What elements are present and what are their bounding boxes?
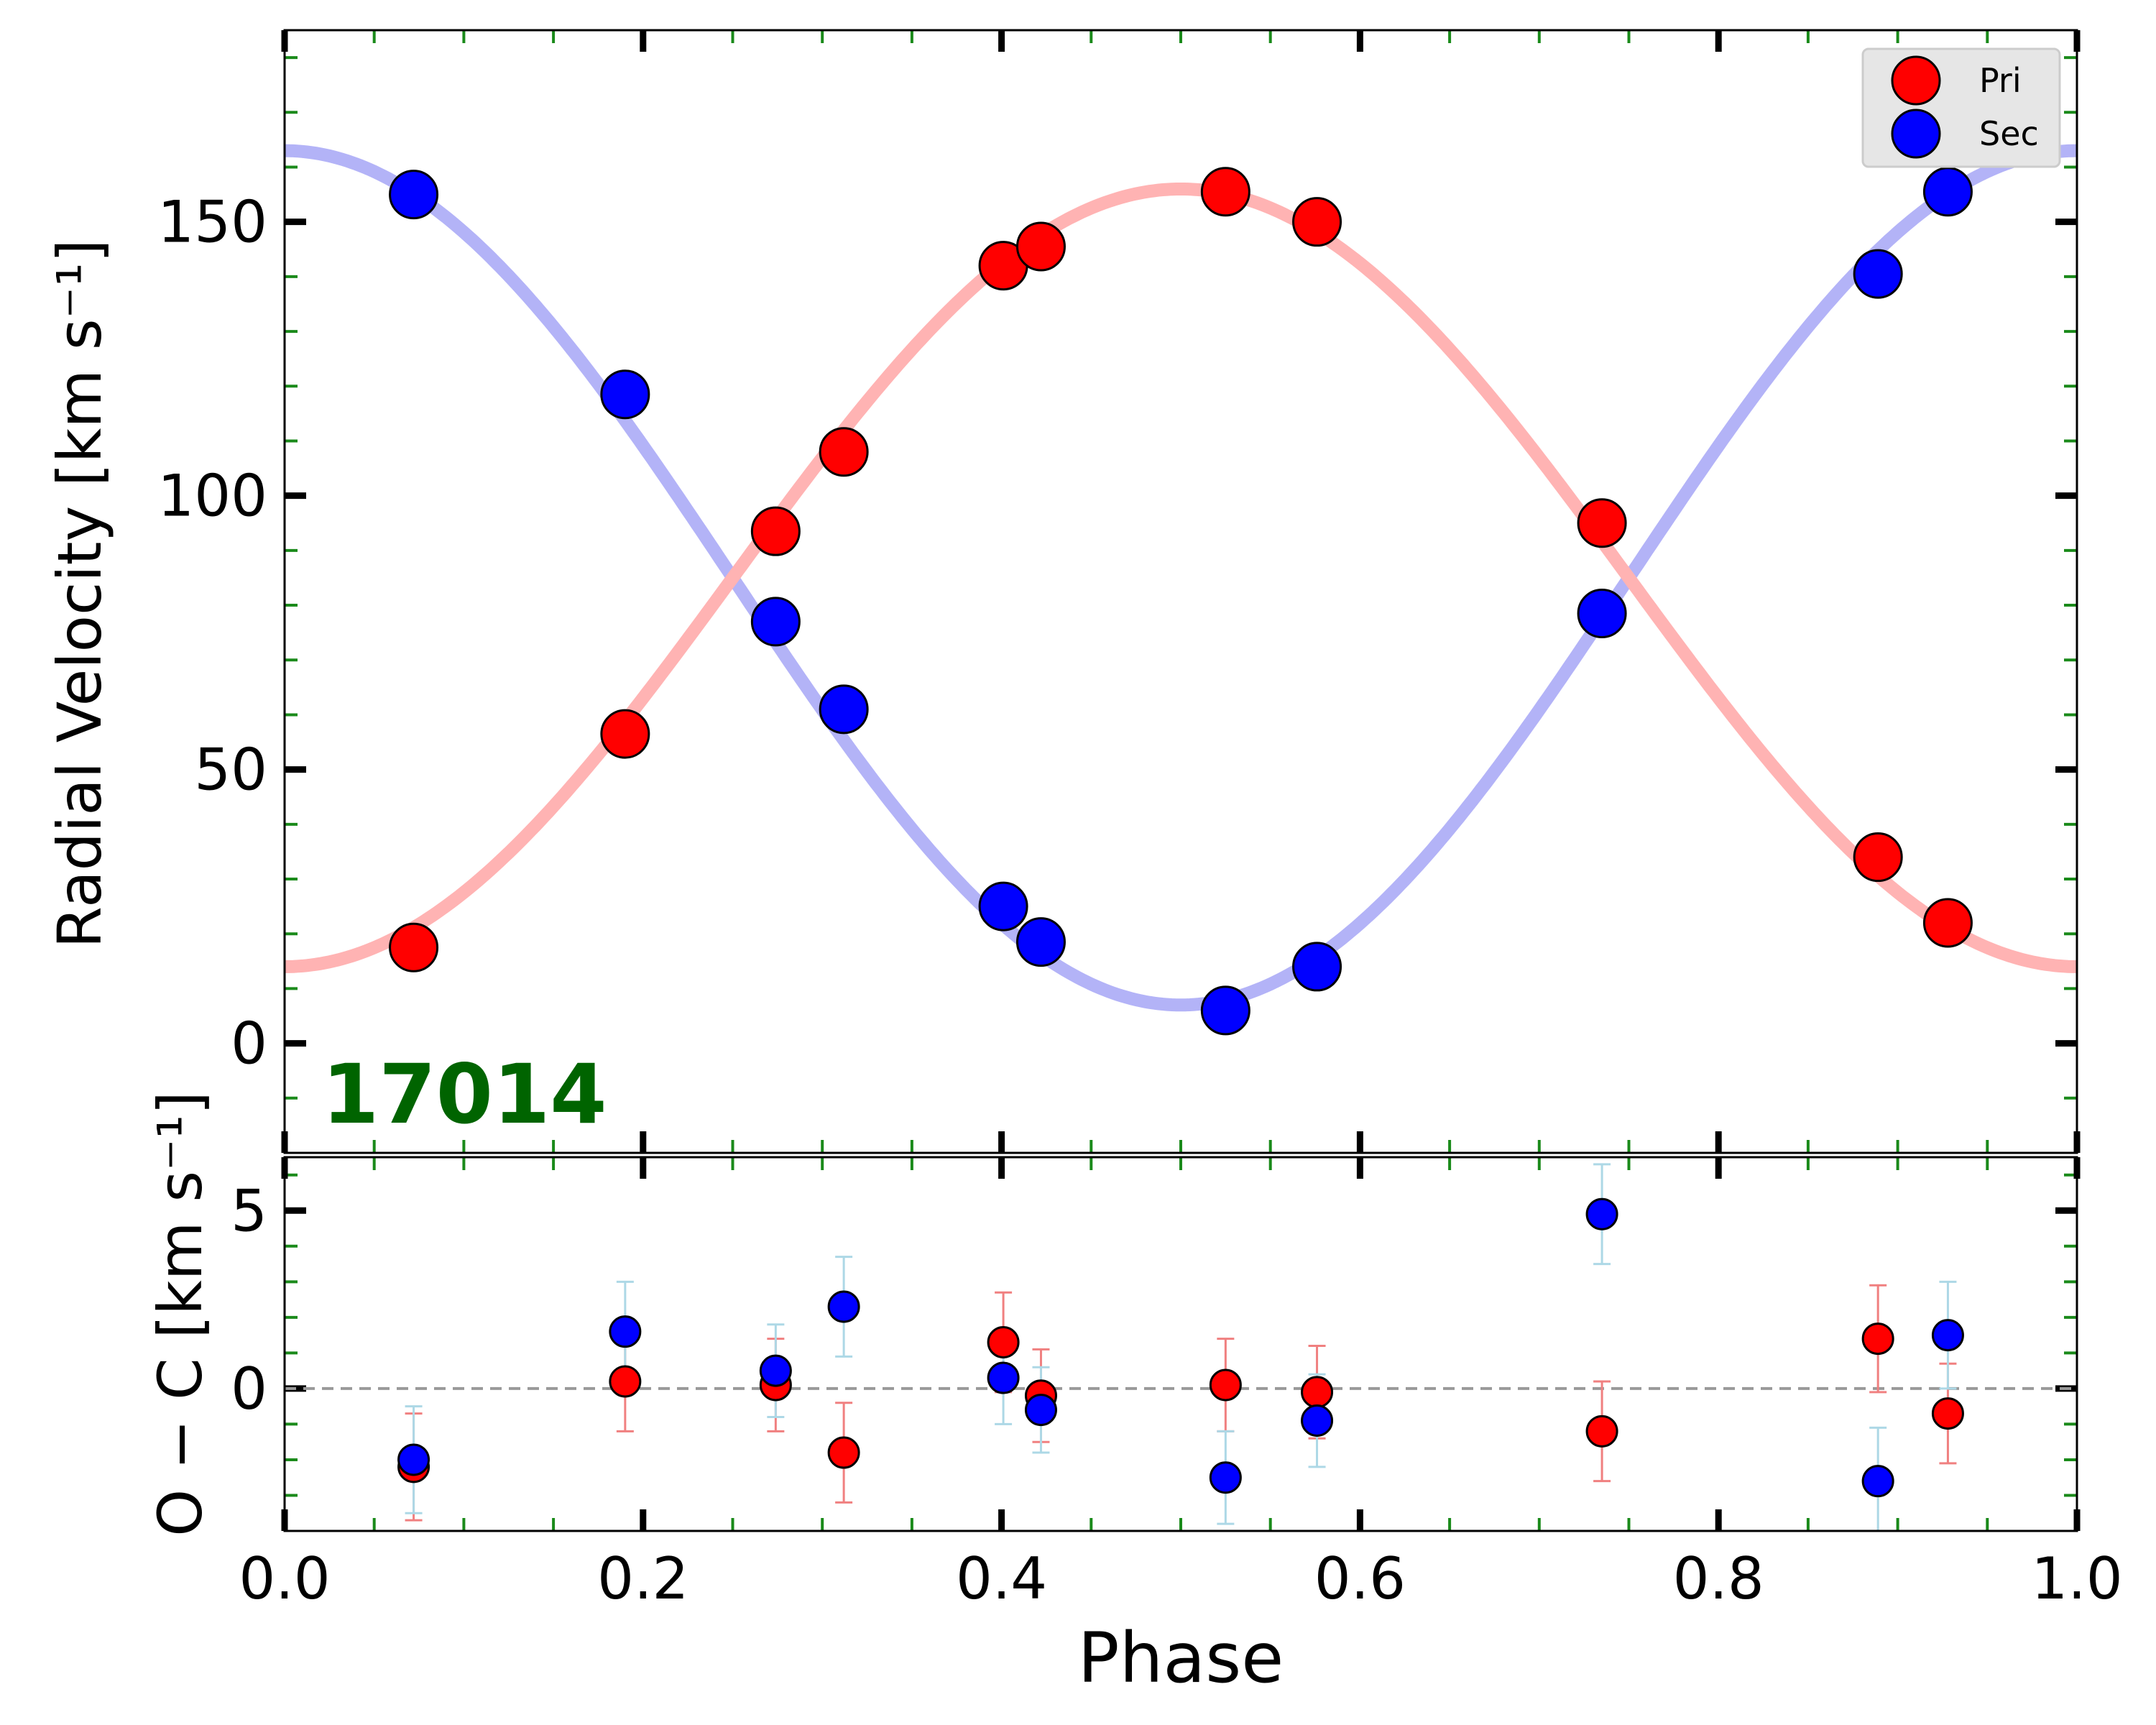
y-tick-label: 100: [157, 463, 267, 530]
x-tick-label: 0.0: [239, 1545, 330, 1612]
y-axis-label-top: Radial Velocity [km s⁻¹]: [45, 239, 115, 949]
pri-residual-point: [1861, 1322, 1894, 1356]
pri-rv-point: [600, 709, 650, 759]
sec-residual-point: [759, 1354, 792, 1387]
pri-residual-point: [827, 1436, 860, 1469]
legend-marker-sec: [1891, 109, 1941, 159]
rv-panel: 0 50 100 150 17014 Pri Sec: [157, 29, 2081, 1154]
sec-rv-point: [1577, 588, 1627, 638]
residual-panel-frame: [283, 1156, 2078, 1532]
pri-rv-point: [750, 506, 801, 556]
pri-residual-point: [1585, 1414, 1618, 1448]
pri-rv-point: [1577, 498, 1627, 548]
secondary-model-curve: [284, 144, 2078, 1012]
rv-panel-frame: [283, 29, 2078, 1154]
pri-rv-point: [1200, 167, 1250, 217]
y-tick-label: 0: [231, 1011, 267, 1077]
sec-rv-point: [1200, 985, 1250, 1036]
sec-residual-point: [1861, 1465, 1894, 1498]
pri-residual-point: [1931, 1397, 1964, 1430]
x-tick-label: 0.6: [1314, 1545, 1406, 1612]
pri-rv-point: [819, 427, 869, 477]
sec-rv-point: [600, 369, 650, 420]
sec-rv-point: [1292, 942, 1342, 992]
pri-rv-point: [1922, 898, 1973, 948]
legend-label-sec: Sec: [1979, 114, 2039, 153]
pri-residual-point: [1301, 1376, 1334, 1409]
y-tick-label: 0: [231, 1356, 267, 1422]
y-tick-label: 50: [194, 737, 267, 804]
sec-residual-point: [987, 1361, 1020, 1394]
x-axis-label: Phase: [1078, 1618, 1284, 1698]
pri-rv-point: [1853, 832, 1903, 883]
pri-residual-point: [609, 1365, 642, 1398]
legend-label-pri: Pri: [1979, 61, 2022, 100]
sec-residual-point: [397, 1443, 430, 1476]
primary-model-curve: [285, 183, 2077, 973]
pri-residual-point: [1209, 1368, 1242, 1402]
y-tick-label: 150: [157, 189, 267, 256]
sec-rv-point: [819, 684, 869, 735]
sec-residual-point: [609, 1315, 642, 1348]
sec-residual-point: [1209, 1461, 1242, 1494]
x-tick-label: 0.4: [956, 1545, 1047, 1612]
pri-rv-point: [1015, 221, 1066, 272]
sec-residual-point: [1301, 1404, 1334, 1437]
y-axis-label-bottom: O − C [km s⁻¹]: [145, 1091, 216, 1537]
pri-rv-point: [389, 922, 439, 972]
x-tick-label: 1.0: [2031, 1545, 2122, 1612]
pri-residual-point: [987, 1326, 1020, 1359]
sec-rv-point: [978, 881, 1028, 932]
object-id-annotation: 17014: [322, 1046, 607, 1142]
sec-rv-point: [750, 597, 801, 647]
legend: Pri Sec: [1861, 47, 2061, 168]
y-tick-label: 5: [231, 1177, 267, 1244]
x-tick-label: 0.8: [1673, 1545, 1764, 1612]
legend-marker-pri: [1891, 55, 1941, 106]
x-tick-label: 0.2: [597, 1545, 688, 1612]
residual-panel: 0 5 0.0 0.2 0.4 0.6 0.8 1.0: [231, 1156, 2123, 1612]
sec-rv-point: [1015, 917, 1066, 967]
sec-residual-point: [1585, 1197, 1618, 1230]
sec-residual-point: [1024, 1394, 1057, 1427]
pri-rv-point: [1292, 197, 1342, 247]
sec-residual-point: [827, 1290, 860, 1323]
sec-rv-point: [389, 170, 439, 220]
sec-rv-point: [1922, 167, 1973, 217]
sec-rv-point: [1853, 249, 1903, 299]
sec-residual-point: [1931, 1319, 1964, 1352]
